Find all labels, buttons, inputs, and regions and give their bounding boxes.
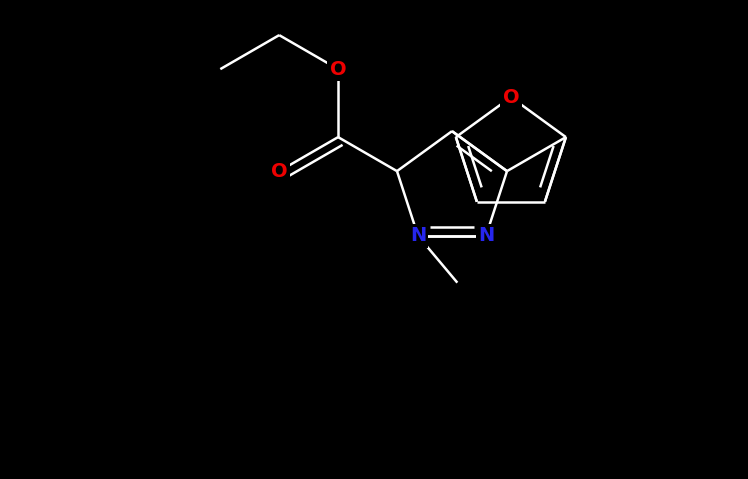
- Text: O: O: [330, 59, 346, 79]
- Text: O: O: [503, 88, 519, 107]
- Text: N: N: [410, 226, 426, 245]
- Text: O: O: [271, 161, 287, 181]
- Text: N: N: [478, 226, 494, 245]
